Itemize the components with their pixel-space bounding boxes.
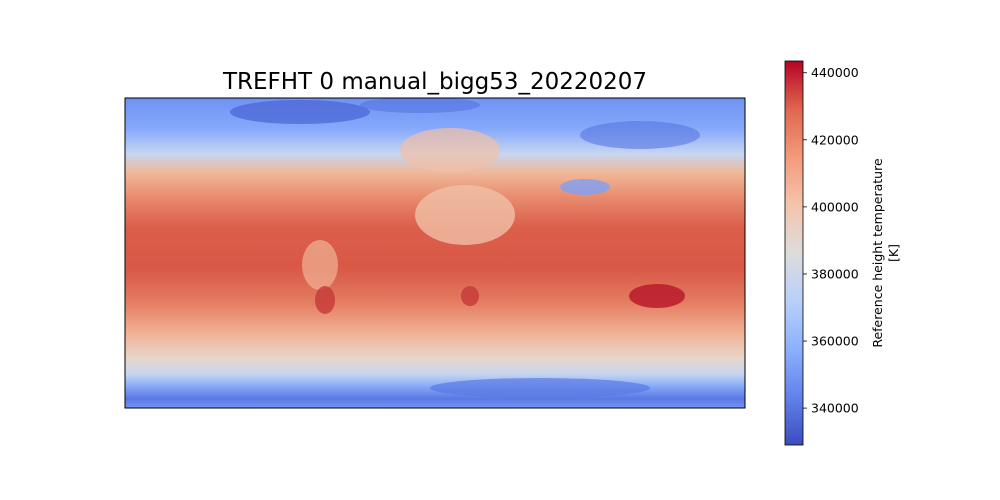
chart-title: TREFHT 0 manual_bigg53_20220207 — [222, 69, 647, 95]
southern-south-america-hot — [315, 286, 335, 314]
colorbar-tick-label: 380000 — [811, 266, 859, 281]
colorbar-tick-label: 440000 — [811, 65, 859, 80]
colorbar-tick-label: 340000 — [811, 401, 859, 416]
europe-warm-region — [400, 128, 500, 172]
arctic-cold-region-2 — [360, 98, 480, 113]
southern-africa-hot — [461, 286, 479, 306]
colorbar-label-line1: Reference height temperature — [870, 158, 885, 348]
siberia-cold-region — [580, 121, 700, 149]
colorbar-label-line2: [K] — [886, 244, 901, 262]
south-america-region — [302, 240, 338, 290]
colorbar-tick-label: 400000 — [811, 199, 859, 214]
australia-hot-region — [629, 284, 685, 308]
antarctica-cold-region — [430, 378, 650, 398]
colorbar-tick-label: 360000 — [811, 334, 859, 349]
heatmap-map — [125, 98, 745, 408]
colorbar-ticks: 340000 360000 380000 400000 420000 440000 — [803, 65, 859, 416]
colorbar-tick-label: 420000 — [811, 132, 859, 147]
africa-region — [415, 185, 515, 245]
tibet-cold-region — [560, 179, 610, 195]
colorbar-gradient — [784, 60, 804, 446]
colorbar: 340000 360000 380000 400000 420000 440000 Ref… — [784, 60, 901, 446]
arctic-cold-region — [230, 100, 370, 124]
map-frame — [124, 97, 746, 409]
